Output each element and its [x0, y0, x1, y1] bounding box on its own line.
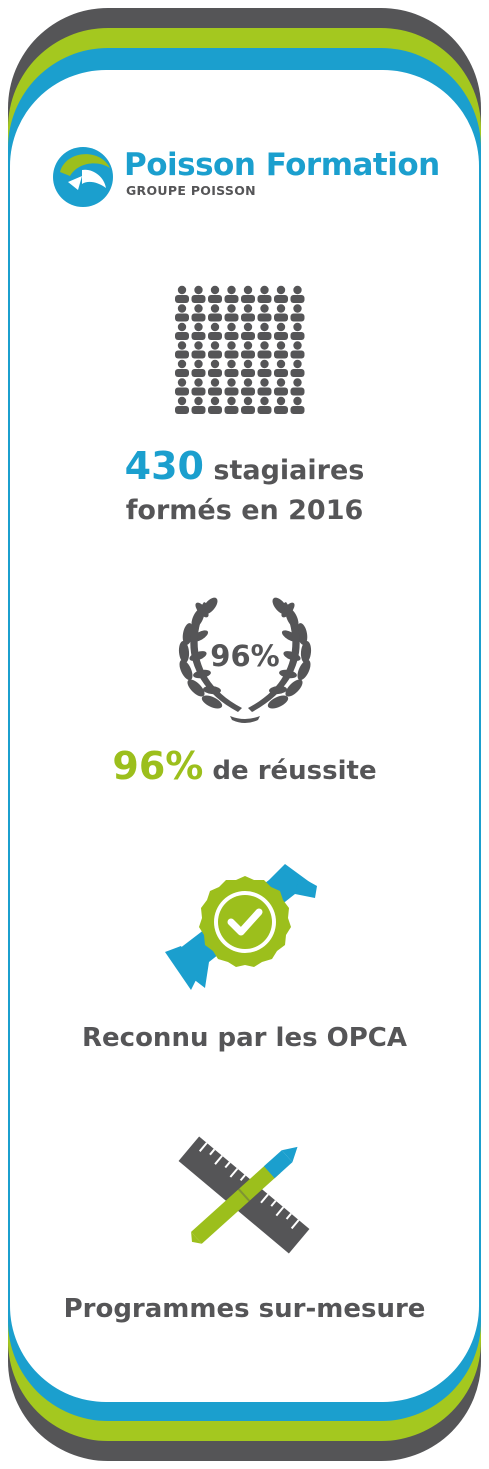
brand-group: GROUPE POISSON: [126, 183, 256, 198]
laurel-badge-text: 96%: [210, 639, 279, 673]
stat-custom-programs: Programmes sur-mesure: [0, 1289, 489, 1329]
certified-badge-icon: [165, 864, 317, 990]
trainees-year: formés en 2016: [125, 495, 364, 526]
stat-opca: Reconnu par les OPCA: [0, 1018, 489, 1058]
opca-label: Reconnu par les OPCA: [82, 1023, 407, 1053]
success-label: de réussite: [212, 756, 377, 786]
laurel-icon: 96%: [178, 597, 312, 723]
custom-programs-label: Programmes sur-mesure: [63, 1294, 426, 1324]
trainees-label: stagiaires: [213, 455, 365, 486]
fish-logo-icon: [53, 147, 113, 207]
logo-text: Poisson Formation GROUPE POISSON: [124, 146, 440, 198]
brand-name: Poisson Formation: [124, 147, 440, 183]
ruler-pencil-icon: [178, 1136, 310, 1254]
trainees-count: 430: [124, 444, 204, 488]
stat-trainees: 430 stagiaires formés en 2016: [0, 446, 489, 531]
success-rate: 96%: [112, 744, 204, 788]
audience-icon: [175, 285, 305, 414]
stat-success: 96% de réussite: [0, 744, 489, 793]
